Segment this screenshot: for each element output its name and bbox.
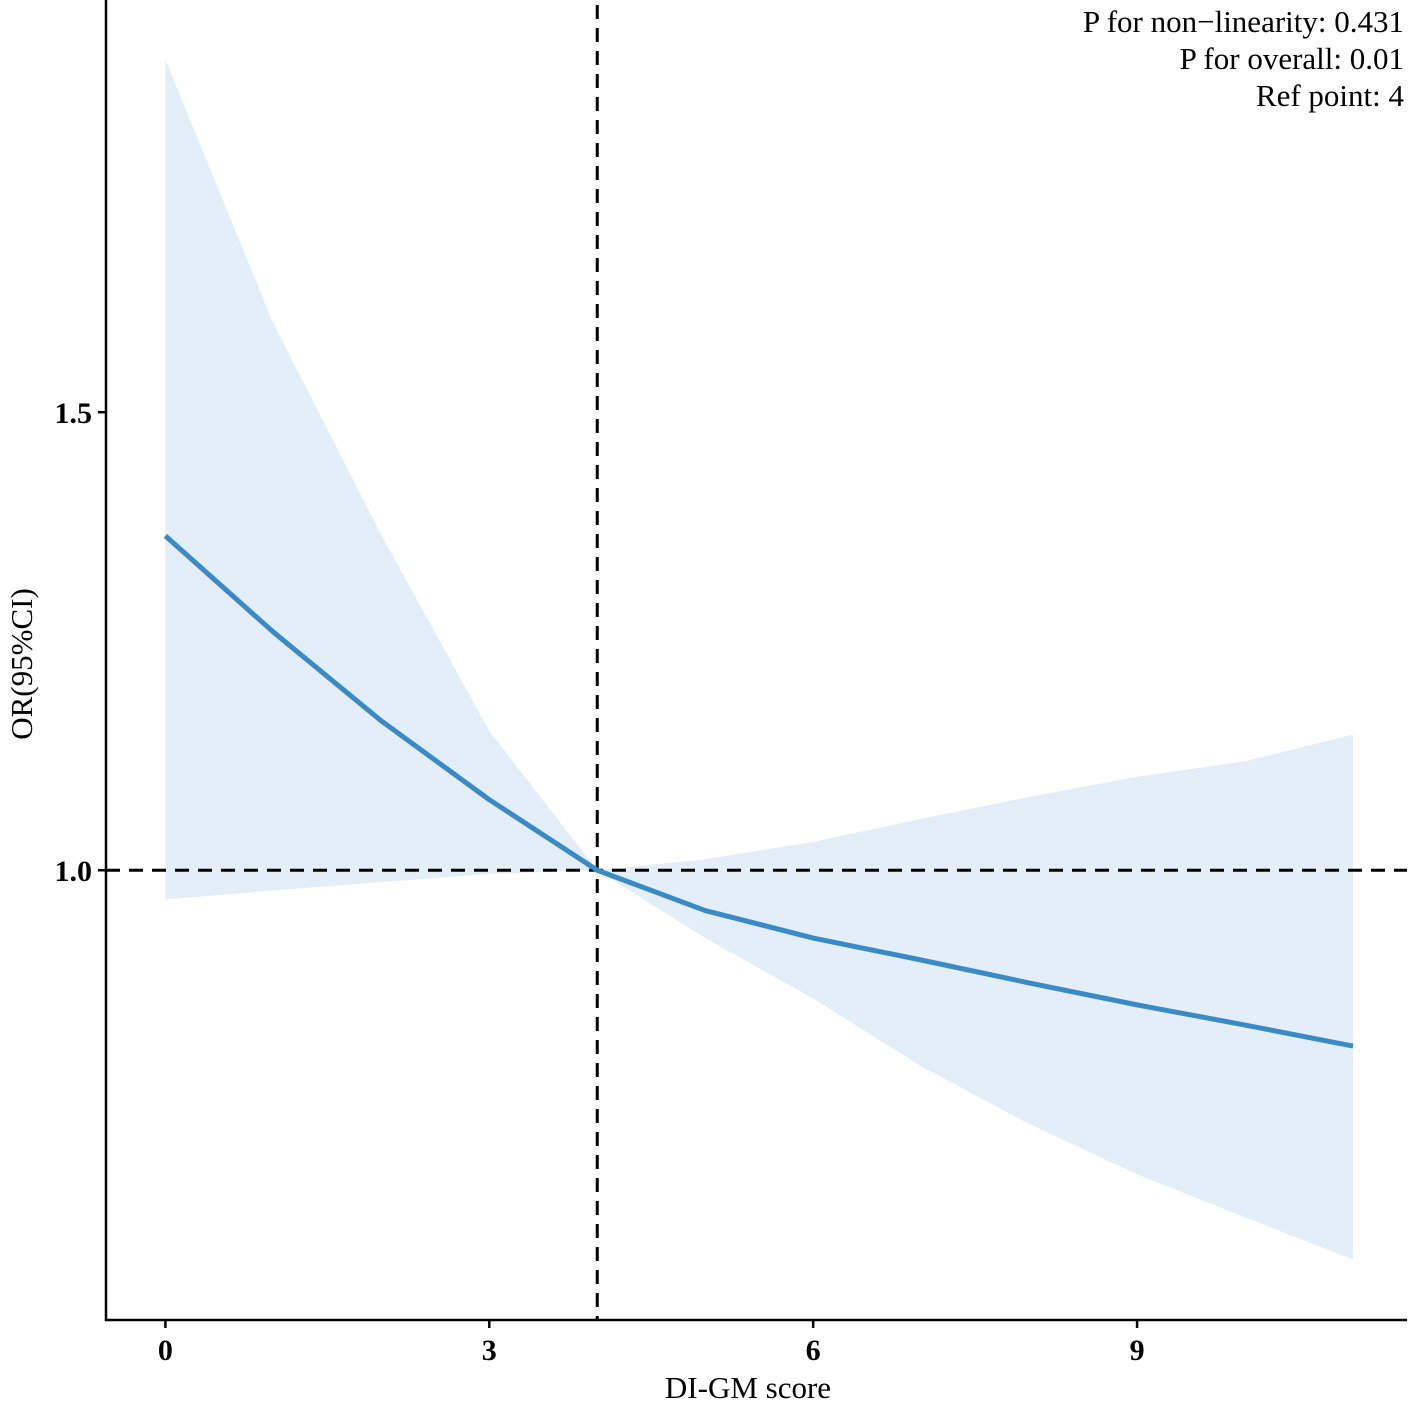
x-axis-label: DI-GM score — [665, 1370, 831, 1405]
x-tick-label: 3 — [482, 1334, 497, 1367]
x-tick-label: 0 — [158, 1334, 173, 1367]
x-tick-label: 9 — [1130, 1334, 1145, 1367]
annotation-p-nonlinearity: P for non−linearity: 0.431 — [1083, 4, 1404, 39]
annotation-p-overall: P for overall: 0.01 — [1180, 41, 1404, 76]
y-tick-label: 1.0 — [55, 855, 93, 888]
confidence-band — [165, 59, 1354, 1260]
y-tick-label: 1.5 — [55, 397, 93, 430]
annotation-ref-point: Ref point: 4 — [1256, 78, 1405, 113]
y-axis-label: OR(95%CI) — [4, 588, 39, 740]
or-line — [163, 534, 1354, 1049]
x-tick-label: 6 — [806, 1334, 821, 1367]
